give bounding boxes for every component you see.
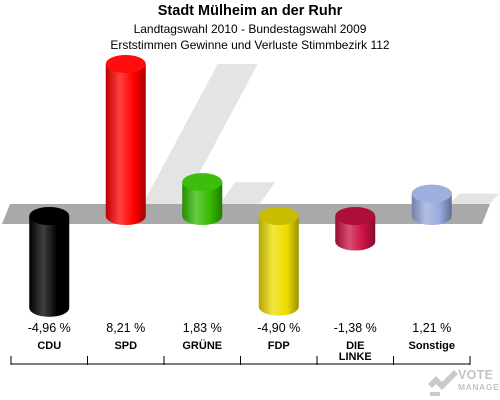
category-label: LINKE — [339, 351, 372, 363]
chart-title: Stadt Mülheim an der Ruhr — [157, 3, 343, 19]
bar — [29, 216, 70, 308]
bar-top-cap — [258, 207, 299, 225]
category-label: SPD — [114, 340, 137, 352]
category-label: CDU — [37, 340, 61, 352]
bar-top-cap — [411, 184, 452, 203]
value-label: -4,96 % — [28, 321, 71, 335]
bar-top-cap — [105, 55, 146, 73]
bar-top-cap — [182, 173, 223, 192]
bar — [258, 216, 299, 307]
chart-header: Stadt Mülheim an der Ruhr Landtagswahl 2… — [0, 0, 500, 53]
bar-bottom-cap — [258, 297, 299, 316]
chart-subtitle-2: Erststimmen Gewinne und Verluste Stimmbe… — [110, 38, 390, 52]
category-label: FDP — [268, 340, 290, 352]
bar-shadow — [218, 182, 276, 206]
bar-bottom-cap — [335, 232, 376, 251]
logo-line-2: MANAGER — [458, 382, 500, 392]
bar — [105, 64, 146, 216]
bar-shadow — [141, 64, 258, 206]
category-label: GRÜNE — [182, 339, 222, 352]
bar-top-cap — [335, 207, 376, 225]
logo-line-1: VOTE — [458, 368, 494, 382]
value-label: 1,83 % — [183, 321, 222, 335]
value-label: -1,38 % — [334, 321, 377, 335]
value-label: 1,21 % — [412, 321, 451, 335]
value-label: -4,90 % — [257, 321, 300, 335]
vote-manager-logo-icon — [428, 370, 458, 396]
bar-bottom-cap — [29, 298, 70, 317]
vote-manager-logo: VOTE MANAGER — [458, 369, 500, 393]
bar-bottom-cap — [411, 207, 452, 225]
category-label: Sonstige — [409, 340, 455, 352]
category-label: DIE — [346, 340, 364, 352]
value-label: 8,21 % — [106, 321, 145, 335]
chart-subtitle-1: Landtagswahl 2010 - Bundestagswahl 2009 — [133, 22, 367, 36]
bar-bottom-cap — [105, 207, 146, 225]
bar-bottom-cap — [182, 207, 223, 225]
bar-shadow — [447, 193, 499, 206]
bar-top-cap — [29, 207, 70, 225]
